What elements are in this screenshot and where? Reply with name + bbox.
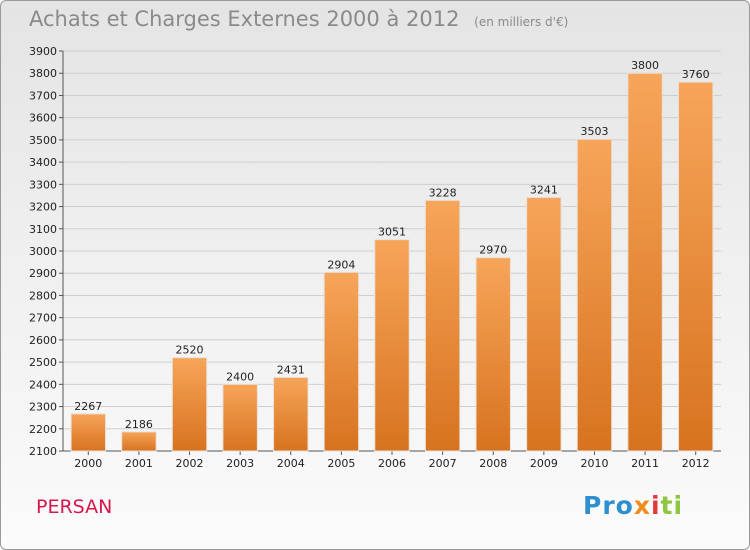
bar-2003 [222, 383, 258, 452]
bar-value-label: 2904 [327, 258, 355, 271]
logo-part-1: Pro [583, 491, 634, 520]
bar-2011 [627, 72, 663, 452]
x-tick-label: 2011 [631, 457, 659, 470]
chart-title: Achats et Charges Externes 2000 à 2012 (… [29, 7, 568, 31]
x-tick-label: 2012 [682, 457, 710, 470]
x-tick-label: 2002 [176, 457, 204, 470]
y-tick-label: 3900 [29, 45, 57, 58]
bar-value-label: 2267 [74, 400, 102, 413]
x-tick-label: 2001 [125, 457, 153, 470]
bar-value-label: 3051 [378, 226, 406, 239]
y-tick-label: 3400 [29, 156, 57, 169]
bar-2007 [424, 199, 461, 452]
y-tick-label: 3500 [29, 134, 57, 147]
logo-part-3: i [650, 491, 661, 520]
bar-value-label: 2186 [125, 418, 153, 431]
y-tick-label: 3000 [29, 245, 57, 258]
city-name: PERSAN [36, 496, 113, 518]
bar-value-label: 2520 [176, 344, 204, 357]
logo-part-2: x [633, 491, 651, 520]
y-tick-label: 2400 [29, 378, 57, 391]
bar-2001 [121, 431, 157, 452]
bar-2009 [526, 196, 562, 452]
chart-subtitle: (en milliers d'€) [474, 15, 569, 29]
bar-value-label: 2400 [226, 370, 254, 383]
bar-2012 [677, 81, 714, 452]
chart-title-text: Achats et Charges Externes 2000 à 2012 [29, 7, 460, 31]
x-tick-label: 2008 [479, 457, 507, 470]
y-tick-label: 3300 [29, 178, 57, 191]
y-tick-label: 3600 [29, 112, 57, 125]
bar-2006 [374, 239, 410, 452]
y-tick-label: 2600 [29, 334, 57, 347]
bar-value-label: 3503 [580, 125, 608, 138]
y-tick-label: 2100 [29, 445, 57, 458]
bar-2010 [576, 138, 613, 452]
y-tick-label: 3700 [29, 89, 57, 102]
bar-2002 [171, 357, 208, 452]
bar-value-label: 2970 [479, 244, 507, 257]
x-tick-label: 2010 [580, 457, 608, 470]
y-tick-label: 2900 [29, 267, 57, 280]
y-tick-label: 2800 [29, 289, 57, 302]
x-tick-label: 2005 [327, 457, 355, 470]
x-tick-label: 2006 [378, 457, 406, 470]
y-tick-label: 2500 [29, 356, 57, 369]
logo-part-4: ti [660, 491, 684, 520]
bar-2005 [323, 271, 360, 452]
x-tick-label: 2009 [530, 457, 558, 470]
bar-value-label: 3800 [631, 59, 659, 72]
y-tick-label: 2700 [29, 312, 57, 325]
y-tick-label: 3200 [29, 201, 57, 214]
bar-value-label: 3760 [682, 68, 710, 81]
bar-value-label: 2431 [277, 363, 305, 376]
bar-2008 [475, 257, 511, 452]
labels: 2100 2200 2300 2400 2500 2600 2700 2800 2900 3000… [29, 45, 710, 470]
x-tick-label: 2004 [277, 457, 305, 470]
x-tick-label: 2003 [226, 457, 254, 470]
x-tick-label: 2000 [74, 457, 102, 470]
bar-2000 [70, 413, 107, 452]
bars [70, 72, 714, 452]
bar-value-label: 3228 [429, 186, 457, 199]
y-tick-label: 2300 [29, 401, 57, 414]
y-tick-label: 3800 [29, 67, 57, 80]
y-tick-label: 2200 [29, 423, 57, 436]
y-tick-label: 3100 [29, 223, 57, 236]
bar-value-label: 3241 [530, 183, 558, 196]
x-tick-label: 2007 [429, 457, 457, 470]
bar-2004 [273, 376, 309, 452]
proxiti-logo[interactable]: Proxiti [583, 491, 683, 520]
